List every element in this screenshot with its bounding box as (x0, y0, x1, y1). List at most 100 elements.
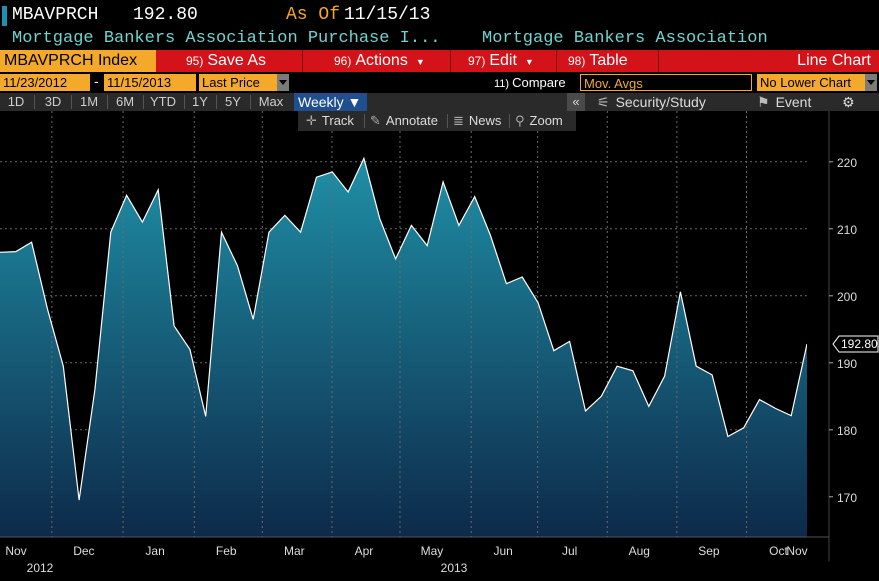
x-tick-label: Jul (562, 544, 577, 558)
news-icon: ≣ (453, 113, 464, 128)
x-tick-label: Jun (494, 544, 513, 558)
x-tick-label: Feb (216, 544, 237, 558)
last-price: 192.80 (133, 5, 198, 25)
event-label: Event (775, 94, 812, 110)
end-date-field[interactable]: 11/15/2013 (104, 74, 196, 91)
source-name: Mortgage Bankers Association (482, 29, 768, 48)
y-tick-label: 170 (837, 491, 857, 505)
edit-number: 97) (468, 54, 486, 68)
toolbar-divider (302, 50, 303, 72)
period-bar: 1D 3D 1M 6M YTD 1Y 5Y Max Weekly ▼ « ⚟ Se… (0, 93, 879, 111)
price-line (0, 156, 808, 501)
track-label: Track (321, 113, 354, 128)
security-input[interactable]: MBAVPRCH Index (0, 50, 156, 72)
period-1y[interactable]: 1Y (192, 94, 208, 109)
gear-icon[interactable]: ⚙ (842, 94, 855, 110)
period-6m[interactable]: 6M (115, 94, 135, 109)
event-button[interactable]: ⚑ Event (757, 93, 811, 111)
security-study-button[interactable]: ⚟ Security/Study (597, 93, 706, 111)
table-label: Table (589, 52, 628, 69)
toolbar-divider (556, 50, 557, 72)
zoom-tool[interactable]: ⚲ Zoom (515, 111, 563, 131)
chart-tools-bar: ✛ Track ✎ Annotate ≣ News ⚲ Zoom (298, 111, 576, 131)
price-area (0, 158, 807, 537)
security-study-icon: ⚟ (597, 94, 610, 110)
lower-chart-dropdown-icon[interactable] (865, 74, 877, 91)
security-name: Mortgage Bankers Association Purchase I.… (12, 29, 441, 48)
asof-label: As Of (286, 5, 341, 25)
crosshair-icon: ✛ (306, 113, 317, 128)
period-divider (184, 95, 185, 109)
start-date-field[interactable]: 11/23/2012 (0, 74, 90, 91)
price-chart[interactable]: 170 180 190 200 210 220 192.80 Nov Dec Jan Feb Mar… (0, 111, 879, 576)
period-divider (71, 95, 72, 109)
range-bar: 11/23/2012 - 11/15/2013 Last Price 11) Co… (0, 73, 879, 92)
chart-type-label[interactable]: Line Chart (797, 52, 871, 69)
event-flag-icon: ⚑ (757, 94, 770, 110)
security-study-label: Security/Study (615, 94, 706, 110)
compare-button[interactable]: 11) Compare (494, 75, 566, 90)
period-divider (107, 95, 108, 109)
function-toolbar: MBAVPRCH Index 95) Save As 96) Actions ▼ 97… (0, 50, 879, 72)
ticker-symbol: MBAVPRCH (12, 5, 99, 25)
tool-divider (447, 114, 448, 128)
save-as-label: Save As (207, 52, 267, 69)
field-select[interactable]: Last Price (199, 74, 277, 91)
collapse-panel-icon[interactable]: « (567, 93, 585, 111)
period-1d[interactable]: 1D (7, 94, 25, 109)
x-tick-label: Apr (355, 544, 374, 558)
x-year-label: 2012 (27, 561, 54, 575)
chart-vertical-grid (51, 111, 748, 537)
edit-label: Edit (489, 52, 517, 69)
magnifier-icon: ⚲ (515, 113, 525, 128)
toolbar-divider (658, 50, 659, 72)
period-max[interactable]: Max (258, 94, 284, 109)
x-tick-label: Nov (5, 544, 26, 558)
x-tick-label: May (421, 544, 444, 558)
save-as-number: 95) (186, 54, 204, 68)
period-divider (250, 95, 251, 109)
y-tick-label: 220 (837, 156, 857, 170)
annotate-tool[interactable]: ✎ Annotate (370, 111, 438, 131)
period-divider (216, 95, 217, 109)
period-ytd[interactable]: YTD (150, 94, 176, 109)
chart-svg: 170 180 190 200 210 220 192.80 Nov Dec Jan Feb Mar… (0, 111, 879, 576)
compare-label: Compare (512, 75, 566, 90)
x-year-label: 2013 (441, 561, 468, 575)
actions-number: 96) (334, 54, 352, 68)
tool-divider (509, 114, 510, 128)
y-tick-label: 200 (837, 290, 857, 304)
period-3d[interactable]: 3D (44, 94, 62, 109)
actions-menu[interactable]: 96) Actions ▼ (334, 50, 425, 72)
security-description-bar: Mortgage Bankers Association Purchase I.… (0, 29, 879, 51)
table-button[interactable]: 98) Table (568, 50, 628, 72)
period-divider (34, 95, 35, 109)
date-range-dash: - (94, 73, 99, 89)
toolbar-divider (450, 50, 451, 72)
last-value-box (832, 335, 879, 353)
pencil-icon: ✎ (370, 113, 381, 128)
actions-caret-icon: ▼ (415, 57, 425, 67)
track-tool[interactable]: ✛ Track (306, 111, 354, 131)
period-1m[interactable]: 1M (79, 94, 99, 109)
annotate-label: Annotate (385, 113, 438, 128)
asof-date: 11/15/13 (344, 5, 431, 25)
last-value-label: 192.80 (841, 337, 878, 351)
ticker-marker (2, 6, 7, 26)
lower-chart-select[interactable]: No Lower Chart (757, 74, 865, 91)
period-5y[interactable]: 5Y (225, 94, 241, 109)
tool-divider (364, 114, 365, 128)
y-tick-label: 180 (837, 424, 857, 438)
news-tool[interactable]: ≣ News (453, 111, 501, 131)
actions-label: Actions (355, 52, 408, 69)
period-divider (143, 95, 144, 109)
x-axis: Nov Dec Jan Feb Mar Apr May Jun Jul Aug Sep OctNov2… (0, 536, 829, 575)
field-dropdown-icon[interactable] (277, 74, 289, 91)
edit-menu[interactable]: 97) Edit ▼ (468, 50, 534, 72)
mov-avgs-field[interactable]: Mov. Avgs (580, 74, 752, 91)
frequency-select[interactable]: Weekly ▼ (294, 93, 367, 111)
save-as-button[interactable]: 95) Save As (186, 50, 266, 72)
title-bar: MBAVPRCH 192.80 As Of 11/15/13 (0, 0, 879, 30)
x-tick-label: Oct (769, 544, 788, 558)
x-tick-label: Sep (698, 544, 720, 558)
